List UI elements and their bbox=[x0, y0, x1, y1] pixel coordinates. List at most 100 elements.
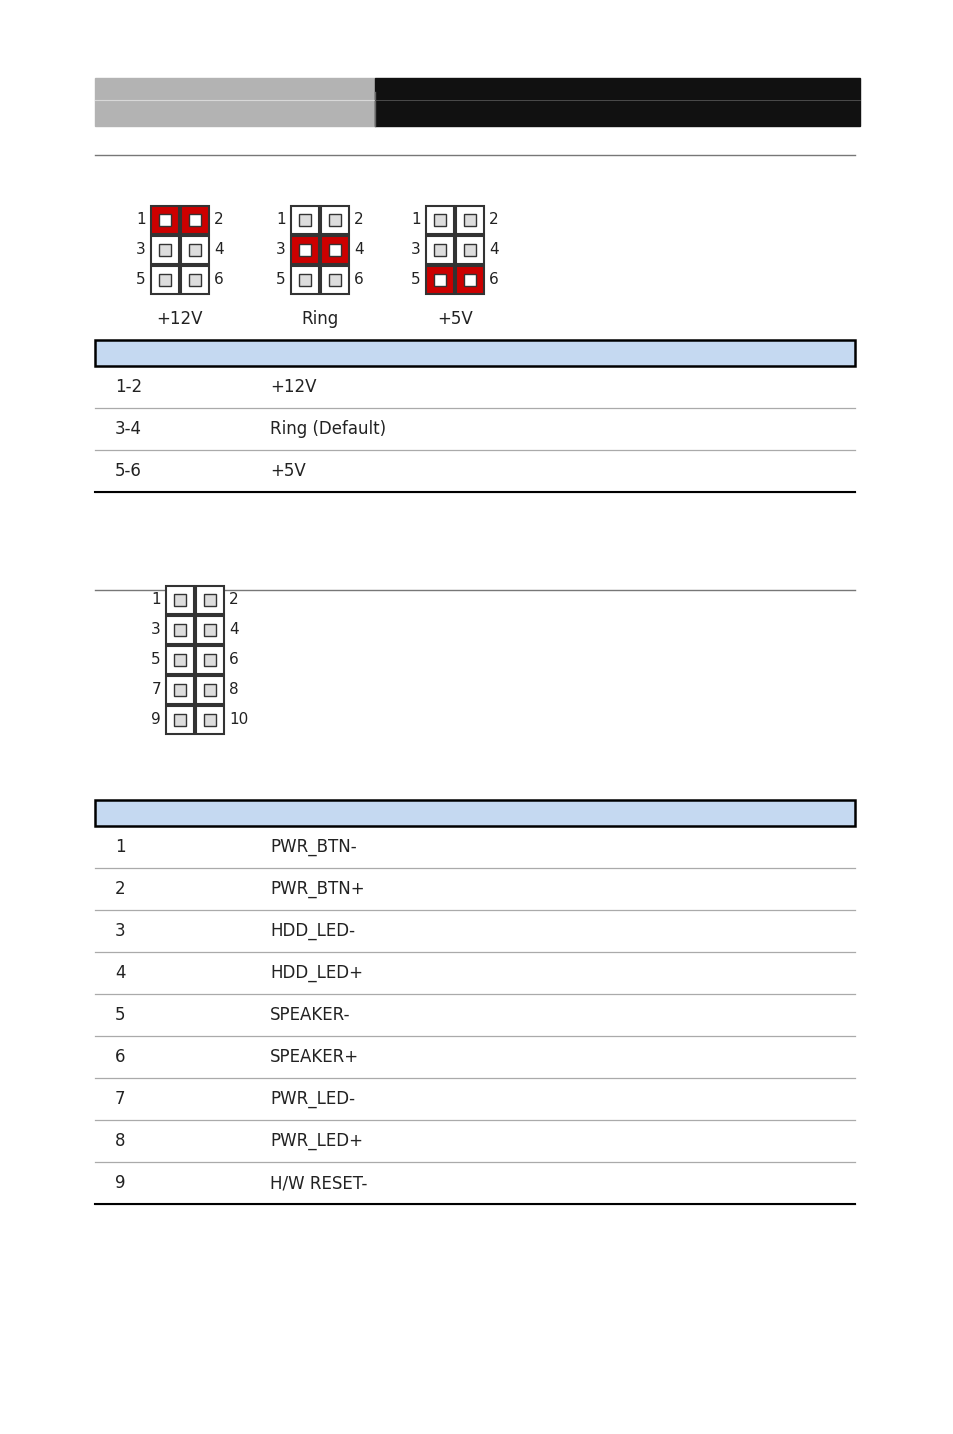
Text: 7: 7 bbox=[152, 683, 161, 697]
Text: 8: 8 bbox=[115, 1131, 126, 1150]
Bar bbox=[299, 244, 311, 255]
Text: Ring (Default): Ring (Default) bbox=[270, 420, 386, 437]
Bar bbox=[204, 654, 215, 665]
Text: SPEAKER+: SPEAKER+ bbox=[270, 1048, 358, 1065]
Bar bbox=[189, 274, 201, 285]
Bar bbox=[195, 645, 224, 674]
Bar bbox=[159, 244, 171, 255]
Text: 5: 5 bbox=[115, 1007, 126, 1024]
Text: 8: 8 bbox=[229, 683, 238, 697]
Bar bbox=[329, 214, 340, 227]
Text: Ring: Ring bbox=[301, 310, 338, 328]
Bar bbox=[434, 244, 445, 255]
Bar bbox=[159, 214, 171, 227]
Bar bbox=[166, 617, 193, 644]
Bar bbox=[434, 214, 445, 227]
Bar bbox=[195, 587, 224, 614]
Bar bbox=[189, 214, 201, 227]
Text: PWR_LED+: PWR_LED+ bbox=[270, 1131, 363, 1150]
Text: +12V: +12V bbox=[156, 310, 203, 328]
Bar bbox=[174, 714, 186, 726]
Bar bbox=[456, 237, 483, 264]
Bar bbox=[299, 274, 311, 285]
Text: 2: 2 bbox=[229, 592, 238, 608]
Bar bbox=[463, 244, 476, 255]
Text: +5V: +5V bbox=[436, 310, 473, 328]
Text: 4: 4 bbox=[489, 242, 498, 258]
Bar bbox=[95, 77, 375, 126]
Bar bbox=[95, 800, 854, 826]
Bar bbox=[151, 237, 179, 264]
Bar bbox=[204, 684, 215, 695]
Bar bbox=[329, 274, 340, 285]
Bar bbox=[291, 206, 318, 234]
Bar bbox=[189, 244, 201, 255]
Bar bbox=[95, 340, 854, 366]
Text: 10: 10 bbox=[229, 713, 248, 727]
Bar bbox=[174, 594, 186, 607]
Bar bbox=[151, 265, 179, 294]
Text: 4: 4 bbox=[213, 242, 223, 258]
Text: HDD_LED+: HDD_LED+ bbox=[270, 964, 363, 982]
Text: 4: 4 bbox=[229, 622, 238, 638]
Text: 3: 3 bbox=[115, 922, 126, 941]
Text: 3: 3 bbox=[411, 242, 420, 258]
Bar bbox=[166, 675, 193, 704]
Bar bbox=[181, 265, 209, 294]
Text: 2: 2 bbox=[354, 212, 363, 228]
Text: 7: 7 bbox=[115, 1090, 126, 1108]
Bar bbox=[204, 714, 215, 726]
Bar bbox=[456, 265, 483, 294]
Bar bbox=[426, 237, 454, 264]
Text: 5: 5 bbox=[136, 272, 146, 287]
Text: HDD_LED-: HDD_LED- bbox=[270, 922, 355, 941]
Text: PWR_LED-: PWR_LED- bbox=[270, 1090, 355, 1108]
Bar bbox=[174, 654, 186, 665]
Text: +12V: +12V bbox=[270, 379, 316, 396]
Bar bbox=[329, 244, 340, 255]
Text: 2: 2 bbox=[489, 212, 498, 228]
Text: 2: 2 bbox=[213, 212, 223, 228]
Bar bbox=[463, 274, 476, 285]
Bar bbox=[291, 265, 318, 294]
Bar bbox=[195, 675, 224, 704]
Text: 1: 1 bbox=[136, 212, 146, 228]
Bar bbox=[166, 706, 193, 734]
Text: 6: 6 bbox=[354, 272, 363, 287]
Bar bbox=[375, 77, 859, 126]
Text: 4: 4 bbox=[115, 964, 126, 982]
Text: PWR_BTN+: PWR_BTN+ bbox=[270, 880, 364, 898]
Bar bbox=[291, 237, 318, 264]
Bar bbox=[320, 206, 349, 234]
Text: 6: 6 bbox=[115, 1048, 126, 1065]
Bar bbox=[195, 706, 224, 734]
Text: 3: 3 bbox=[136, 242, 146, 258]
Bar bbox=[456, 206, 483, 234]
Text: +5V: +5V bbox=[270, 462, 305, 480]
Text: 5-6: 5-6 bbox=[115, 462, 142, 480]
Text: SPEAKER-: SPEAKER- bbox=[270, 1007, 350, 1024]
Bar bbox=[195, 617, 224, 644]
Bar bbox=[166, 587, 193, 614]
Text: 6: 6 bbox=[213, 272, 224, 287]
Text: 3-4: 3-4 bbox=[115, 420, 142, 437]
Text: 5: 5 bbox=[152, 652, 161, 667]
Bar bbox=[181, 237, 209, 264]
Bar bbox=[174, 684, 186, 695]
Text: H/W RESET-: H/W RESET- bbox=[270, 1174, 367, 1192]
Bar bbox=[299, 214, 311, 227]
Text: 3: 3 bbox=[276, 242, 286, 258]
Bar bbox=[174, 624, 186, 635]
Text: 9: 9 bbox=[115, 1174, 126, 1192]
Text: 1: 1 bbox=[411, 212, 420, 228]
Text: 2: 2 bbox=[115, 880, 126, 898]
Text: 3: 3 bbox=[152, 622, 161, 638]
Bar bbox=[166, 645, 193, 674]
Bar bbox=[181, 206, 209, 234]
Bar bbox=[463, 214, 476, 227]
Bar bbox=[204, 624, 215, 635]
Text: 1-2: 1-2 bbox=[115, 379, 142, 396]
Text: 1: 1 bbox=[115, 837, 126, 856]
Text: 5: 5 bbox=[411, 272, 420, 287]
Text: 4: 4 bbox=[354, 242, 363, 258]
